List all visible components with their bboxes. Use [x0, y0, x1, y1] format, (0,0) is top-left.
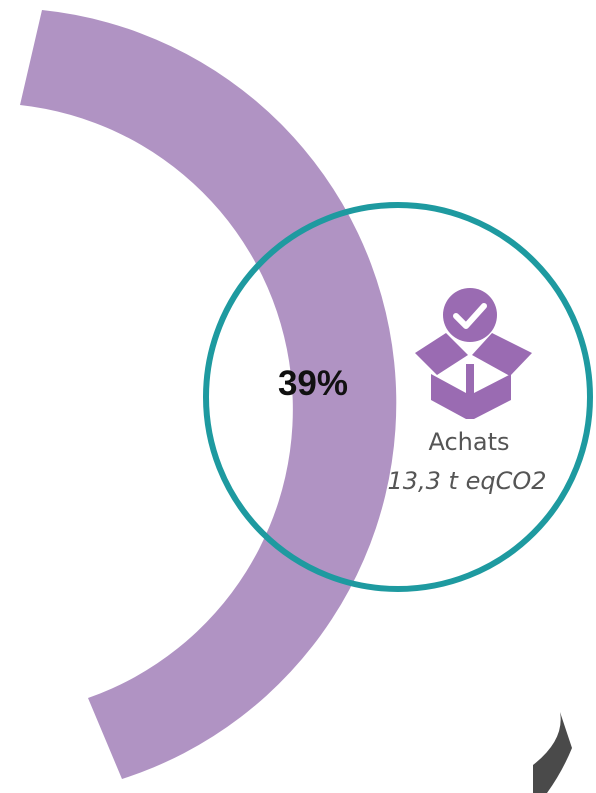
category-detail-circle	[203, 202, 593, 592]
box-check-icon	[415, 288, 532, 419]
slice-percent-label: 39%	[278, 364, 348, 403]
donut-slice-achats	[20, 10, 397, 779]
slice-category-label: Achats	[428, 428, 509, 456]
slice-value-label: 13,3 t eqCO2	[387, 467, 546, 495]
donut-slice-next-partial	[533, 712, 572, 793]
